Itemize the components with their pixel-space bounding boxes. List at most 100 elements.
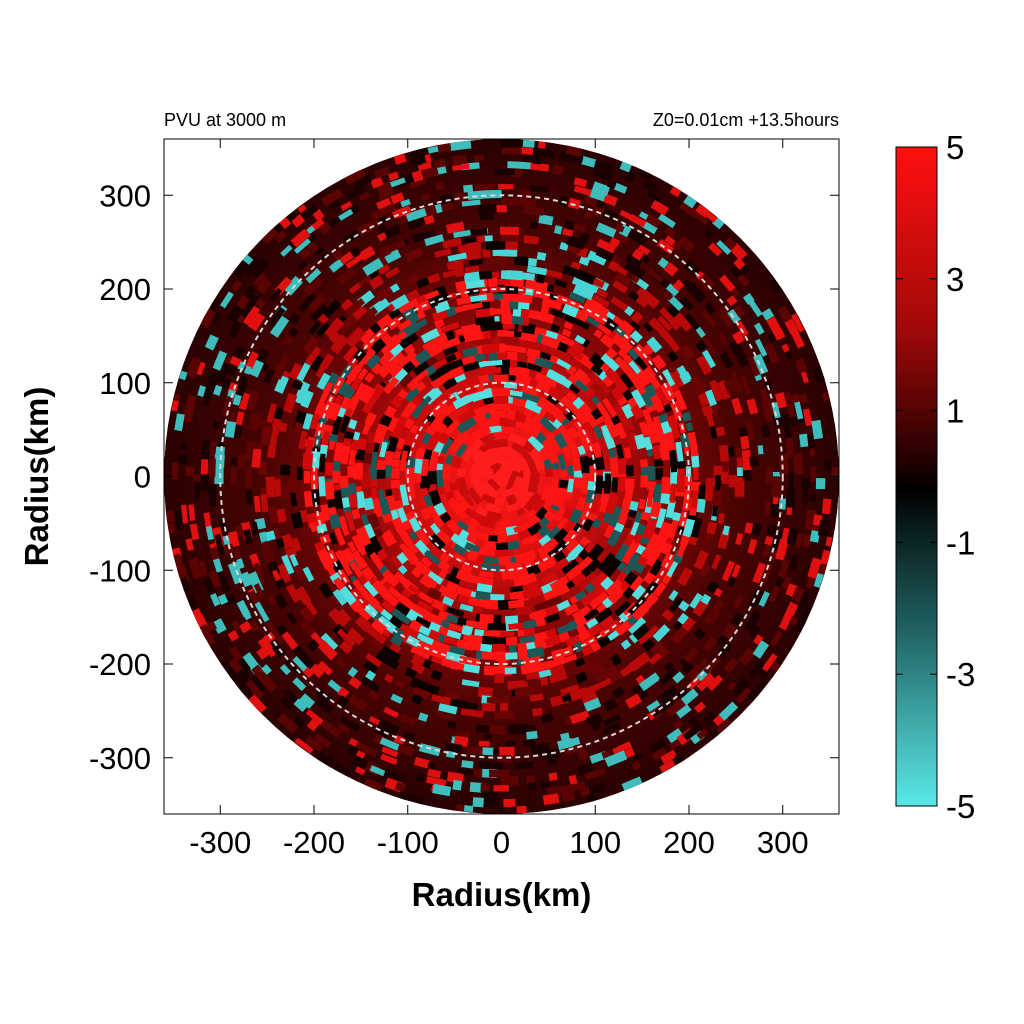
- heatmap-cell: [604, 750, 628, 768]
- heatmap-cell: [245, 489, 253, 505]
- heatmap-cell: [638, 498, 646, 510]
- heatmap-cell: [348, 282, 362, 295]
- heatmap-cell: [661, 608, 675, 622]
- heatmap-cell: [664, 226, 677, 238]
- heatmap-cell: [309, 413, 321, 430]
- heatmap-cell: [584, 767, 607, 781]
- heatmap-cell: [257, 672, 278, 693]
- heatmap-cell: [420, 507, 432, 521]
- heatmap-cell: [339, 251, 354, 265]
- heatmap-cell: [488, 350, 498, 361]
- heatmap-cell: [366, 626, 388, 645]
- heatmap-cell: [690, 453, 700, 468]
- heatmap-cell: [507, 161, 528, 169]
- heatmap-cell: [695, 355, 713, 376]
- heatmap-cell: [317, 660, 333, 676]
- heatmap-cell: [224, 420, 237, 438]
- heatmap-cell: [769, 630, 783, 647]
- heatmap-cell: [415, 615, 435, 630]
- heatmap-cell: [721, 623, 737, 640]
- heatmap-cell: [494, 395, 509, 404]
- heatmap-cell: [272, 365, 286, 380]
- heatmap-cell: [507, 599, 525, 609]
- heatmap-cell: [230, 279, 243, 292]
- heatmap-cell: [301, 263, 316, 278]
- heatmap-cell: [538, 516, 550, 528]
- heatmap-cell: [676, 365, 688, 377]
- heatmap-cell: [306, 718, 320, 732]
- heatmap-cell: [265, 530, 276, 542]
- heatmap-cell: [494, 168, 515, 176]
- heatmap-cell: [647, 532, 660, 549]
- heatmap-cell: [504, 667, 517, 675]
- heatmap-cell: [273, 631, 285, 645]
- heatmap-cell: [337, 208, 354, 222]
- heatmap-cell: [540, 781, 551, 789]
- heatmap-cell: [301, 654, 316, 669]
- heatmap-cell: [526, 581, 538, 591]
- heatmap-cell: [600, 352, 613, 365]
- heatmap-cell: [697, 391, 710, 407]
- heatmap-cell: [733, 347, 750, 368]
- heatmap-cell: [543, 442, 560, 465]
- heatmap-cell: [547, 346, 563, 358]
- heatmap-cell: [553, 550, 567, 563]
- heatmap-cell: [526, 198, 537, 208]
- heatmap-cell: [462, 346, 479, 358]
- heatmap-cell: [793, 453, 804, 475]
- heatmap-cell: [634, 433, 647, 450]
- heatmap-cell: [437, 431, 450, 446]
- heatmap-cell: [663, 262, 679, 277]
- heatmap-cell: [682, 543, 695, 561]
- heatmap-cell: [209, 546, 221, 563]
- heatmap-cell: [533, 421, 544, 432]
- heatmap-cell: [287, 479, 298, 491]
- heatmap-cell: [420, 556, 433, 568]
- heatmap-cell: [643, 179, 659, 193]
- heatmap-cell: [556, 599, 571, 612]
- heatmap-cell: [681, 616, 696, 632]
- heatmap-cell: [703, 434, 712, 446]
- heatmap-cell: [752, 562, 767, 584]
- heatmap-cell: [391, 459, 401, 468]
- heatmap-cell: [282, 392, 298, 414]
- heatmap-cell: [355, 449, 366, 461]
- heatmap-cell: [486, 256, 508, 265]
- heatmap-cell: [574, 657, 586, 668]
- heatmap-cell: [269, 315, 290, 338]
- heatmap-cell: [693, 627, 707, 640]
- heatmap-cell: [293, 564, 306, 581]
- heatmap-cell: [248, 359, 264, 378]
- heatmap-cell: [584, 541, 597, 554]
- heatmap-cell: [707, 674, 724, 691]
- heatmap-cell: [505, 741, 516, 747]
- heatmap-cell: [739, 375, 752, 396]
- heatmap-cell: [649, 738, 668, 755]
- heatmap-cell: [703, 656, 720, 675]
- heatmap-cell: [505, 502, 519, 513]
- heatmap-cell: [583, 423, 598, 445]
- heatmap-cell: [412, 473, 422, 483]
- heatmap-cell: [424, 234, 445, 247]
- heatmap-cell: [456, 730, 471, 739]
- heatmap-cell: [599, 615, 615, 629]
- heatmap-cell: [666, 350, 679, 363]
- heatmap-cell: [288, 327, 299, 338]
- heatmap-cell: [280, 464, 291, 476]
- heatmap-cell: [297, 259, 309, 272]
- heatmap-cell: [717, 333, 729, 347]
- heatmap-cell: [715, 718, 732, 734]
- heatmap-cell: [463, 805, 474, 813]
- heatmap-cell: [439, 194, 454, 205]
- heatmap-cell: [610, 296, 628, 311]
- heatmap-cell: [422, 610, 446, 628]
- heatmap-cell: [336, 266, 357, 286]
- heatmap-cell: [394, 781, 407, 793]
- heatmap-cell: [567, 465, 575, 477]
- heatmap-cell: [437, 455, 446, 465]
- heatmap-cell: [586, 456, 598, 467]
- heatmap-cell: [265, 481, 276, 498]
- heatmap-cell: [457, 510, 467, 520]
- heatmap-cell: [327, 679, 343, 693]
- heatmap-cell: [532, 412, 544, 423]
